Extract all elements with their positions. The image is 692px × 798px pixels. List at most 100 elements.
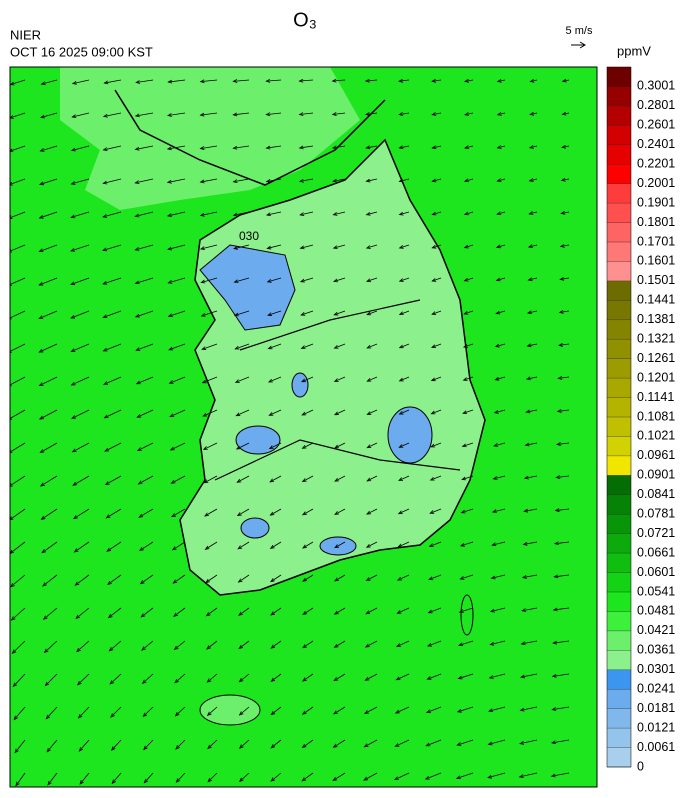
wind-arrow [106, 541, 122, 552]
wind-arrow [44, 640, 58, 653]
wind-arrow-head [10, 416, 13, 420]
colorbar-segment [607, 203, 631, 223]
wind-arrow-head [430, 443, 436, 448]
wind-arrow [76, 640, 90, 652]
wind-arrow [332, 772, 346, 781]
wind-arrow-head [463, 178, 469, 183]
wind-arrow [167, 112, 186, 116]
wind-arrow-head [491, 542, 497, 547]
wind-arrow-head [39, 148, 45, 152]
wind-arrow-head [496, 145, 502, 149]
wind-arrow-head [495, 310, 501, 315]
wind-arrow [432, 244, 442, 249]
wind-arrow [430, 508, 442, 514]
wind-arrow-head [529, 111, 535, 116]
wind-arrow-head [365, 278, 371, 283]
wind-arrow [174, 673, 186, 683]
wind-arrow-head [464, 78, 470, 83]
wind-arrow-head [463, 244, 469, 249]
wind-arrow [137, 442, 154, 451]
wind-arrow [301, 376, 314, 383]
wind-arrow-head [488, 708, 494, 713]
wind-arrow-head [428, 576, 434, 581]
wind-arrow [432, 178, 442, 182]
wind-arrow [463, 376, 474, 381]
colorbar-segment [607, 378, 631, 398]
wind-arrow [432, 145, 442, 149]
wind-arrow-head [108, 647, 114, 652]
wind-arrow [560, 244, 570, 247]
wind-arrow [70, 277, 90, 285]
wind-arrow [399, 376, 410, 382]
wind-arrow [302, 706, 314, 715]
wind-arrow-head [202, 412, 208, 417]
wind-arrow [78, 706, 90, 719]
wind-arrow-head [206, 645, 211, 650]
wind-arrow [135, 112, 154, 117]
wind-arrow [367, 442, 378, 449]
wind-arrow-head [138, 546, 144, 552]
colorbar-label: 0.2001 [637, 176, 675, 190]
wind-arrow [334, 409, 346, 416]
wind-arrow-head [520, 641, 526, 646]
wind-arrow-head [334, 477, 340, 482]
wind-arrow-head [76, 647, 81, 653]
wind-arrow [135, 178, 154, 184]
wind-arrow-head [397, 510, 403, 515]
wind-arrow-head [39, 482, 45, 487]
wind-arrow [334, 508, 346, 515]
wind-arrow [75, 574, 90, 586]
wind-arrow-head [169, 413, 175, 418]
wind-arrow-head [528, 145, 534, 149]
wind-arrow [233, 211, 250, 216]
colorbar-label: 0.0721 [637, 526, 675, 540]
wind-arrow [493, 475, 506, 480]
wind-arrow [207, 739, 218, 749]
wind-arrow-head [199, 146, 205, 150]
wind-arrow [302, 607, 314, 615]
wind-arrow-head [364, 78, 370, 83]
wind-arrow-head [268, 445, 274, 450]
colorbar-label: 0.0601 [637, 565, 675, 579]
wind-arrow [302, 574, 314, 582]
wind-arrow-head [398, 112, 404, 116]
wind-arrow [429, 574, 442, 580]
wind-arrow-head [238, 777, 244, 783]
wind-arrow-head [301, 710, 307, 715]
wind-arrow [135, 145, 154, 150]
wind-arrow [270, 739, 282, 749]
wind-arrow [562, 79, 570, 82]
wind-arrow [270, 640, 282, 649]
wind-arrow [10, 310, 26, 319]
wind-arrow [104, 442, 122, 452]
colorbar-segment [607, 222, 631, 242]
wind-arrow-head [495, 277, 501, 282]
wind-arrow [497, 178, 506, 182]
wind-arrow-head [175, 778, 181, 783]
colorbar-segment [607, 144, 631, 165]
wind-arrow-head [300, 312, 306, 316]
wind-arrow [299, 178, 314, 182]
wind-arrow-head [427, 609, 433, 614]
wind-arrow-head [425, 709, 431, 713]
wind-arrow [270, 508, 282, 516]
low-ozone-area [240, 517, 270, 539]
wind-arrow [43, 607, 58, 620]
wind-arrow [207, 673, 218, 683]
wind-scale-head [579, 41, 586, 49]
wind-arrow-head [301, 444, 307, 449]
wind-arrow [363, 772, 378, 781]
wind-arrow [494, 409, 506, 414]
wind-arrow-head [366, 411, 372, 415]
wind-arrow [79, 739, 90, 752]
wind-arrow [45, 706, 58, 719]
wind-arrow-head [462, 377, 468, 381]
wind-arrow [526, 376, 538, 380]
wind-arrow [333, 244, 346, 249]
wind-arrow [497, 112, 506, 116]
wind-arrow [139, 541, 154, 551]
wind-arrow-head [560, 210, 566, 215]
wind-arrow-head [166, 213, 172, 218]
wind-arrow [430, 442, 442, 448]
map: 030 [10, 67, 597, 787]
